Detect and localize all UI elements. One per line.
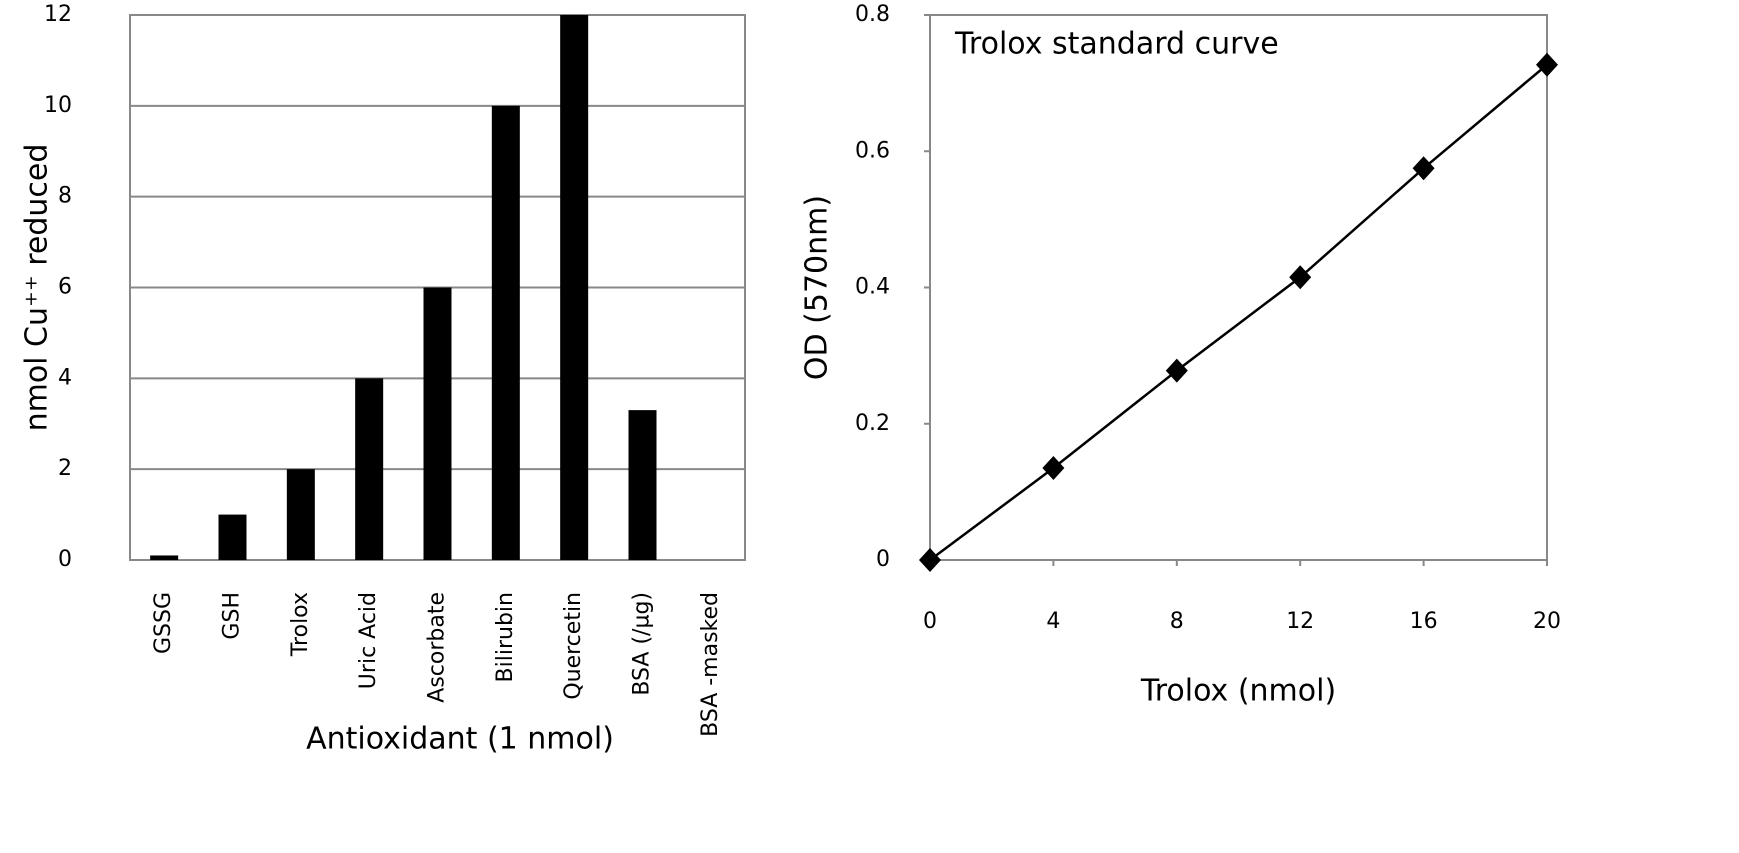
bar <box>218 514 247 560</box>
y-tick-label: 8 <box>58 184 72 209</box>
x-tick-label: Trolox <box>288 592 313 657</box>
x-tick-label: 12 <box>1286 609 1314 634</box>
x-tick-label: BSA (/µg) <box>630 592 655 696</box>
data-point <box>1165 358 1188 383</box>
y-tick-label: 0.4 <box>855 275 890 300</box>
x-tick-label: 20 <box>1533 609 1561 634</box>
x-tick-label: GSSG <box>151 592 176 654</box>
bar <box>286 469 315 560</box>
y-tick-label: 0.8 <box>855 2 890 27</box>
annotation: Trolox standard curve <box>954 27 1279 62</box>
y-tick-label: 0 <box>58 547 72 572</box>
data-point <box>1042 456 1065 481</box>
x-tick-label: GSH <box>220 592 245 640</box>
x-tick-label: Ascorbate <box>425 592 450 703</box>
x-tick-label: Uric Acid <box>356 592 381 689</box>
x-tick-label: Quercetin <box>561 592 586 700</box>
plot-border <box>929 14 1548 561</box>
y-tick-label: 4 <box>58 365 72 390</box>
x-tick-label: 0 <box>923 609 937 634</box>
y-axis-label: nmol Cu⁺⁺ reduced <box>20 144 55 432</box>
data-point <box>1289 265 1312 290</box>
bar <box>628 410 657 560</box>
data-point <box>1536 52 1558 77</box>
y-tick-label: 0 <box>876 547 890 572</box>
x-tick-label: 4 <box>1046 609 1060 634</box>
y-tick-label: 0.6 <box>855 138 890 163</box>
x-axis-label: Antioxidant (1 nmol) <box>306 722 614 757</box>
data-line <box>929 63 1548 562</box>
x-tick-label: Bilirubin <box>493 592 518 682</box>
bar <box>355 378 384 560</box>
bar <box>150 555 179 560</box>
data-point <box>1412 156 1435 181</box>
x-tick-label: 8 <box>1170 609 1184 634</box>
x-axis-label: Trolox (nmol) <box>1140 674 1336 709</box>
bar <box>491 105 520 560</box>
x-tick-label: BSA -masked <box>698 592 723 737</box>
y-tick-label: 10 <box>44 93 72 118</box>
y-axis-label: OD (570nm) <box>800 195 835 380</box>
y-tick-label: 12 <box>44 2 72 27</box>
y-tick-label: 0.2 <box>855 411 890 436</box>
y-tick-label: 2 <box>58 456 72 481</box>
x-tick-label: 16 <box>1410 609 1438 634</box>
bar <box>423 287 452 560</box>
bar <box>560 15 589 560</box>
y-tick-label: 6 <box>58 275 72 300</box>
data-point <box>919 548 941 572</box>
